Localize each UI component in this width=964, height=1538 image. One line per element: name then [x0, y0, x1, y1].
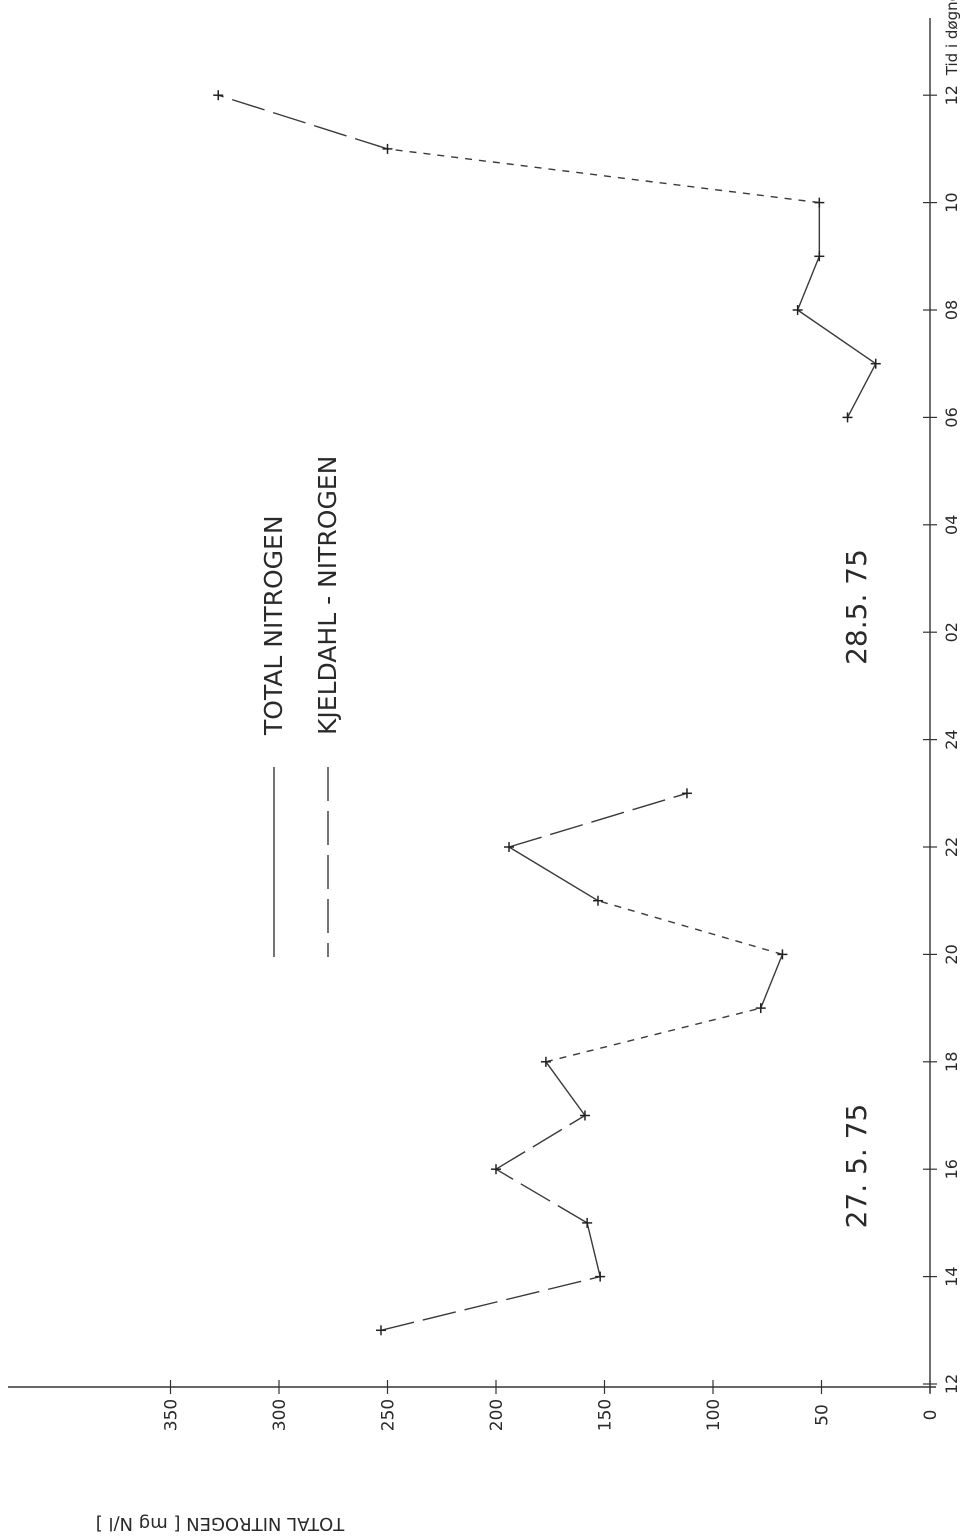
series-segment: [495, 1114, 586, 1170]
series-segment: [508, 792, 688, 848]
series-segment: [846, 363, 877, 418]
series-segment: [760, 954, 784, 1009]
data-point: [595, 1271, 606, 1282]
data-point: [213, 90, 224, 101]
x-tick-label: 02: [942, 622, 961, 642]
series-segment: [597, 900, 783, 956]
series-segment: [545, 1007, 761, 1063]
x-tick-label: 22: [942, 837, 961, 857]
data-point: [842, 412, 853, 423]
x-tick-label: 08: [942, 300, 961, 320]
series-group: [213, 90, 881, 1336]
y-tick-label: 0: [921, 1410, 941, 1421]
x-tick-label: 12: [942, 85, 961, 105]
data-point: [375, 1325, 386, 1336]
series-segment: [797, 309, 877, 365]
y-tick-label: 300: [270, 1399, 290, 1431]
series-segment: [508, 846, 599, 902]
axes: 0 50 100 150 200 250 300 350 12 14 16 18 20 22 24 02 04 0…: [8, 18, 961, 1431]
data-point: [382, 143, 393, 154]
series-segment: [380, 1275, 601, 1331]
y-axis-title: TOTAL NITROGEN [ mg N/l ]: [96, 1513, 345, 1534]
data-point: [582, 1217, 593, 1228]
series-segment: [796, 256, 820, 311]
data-point: [792, 305, 803, 315]
legend-label: TOTAL NITROGEN: [259, 515, 288, 736]
x-tick-label: 14: [942, 1266, 961, 1286]
x-tick-label: 10: [942, 192, 961, 212]
y-tick-label: 250: [379, 1399, 399, 1431]
series-segment: [387, 148, 820, 204]
y-tick-label: 200: [487, 1399, 507, 1431]
y-tick-label: 100: [704, 1399, 724, 1431]
x-tick-label: 20: [942, 944, 961, 964]
x-tick-label: 18: [942, 1052, 961, 1072]
data-point: [504, 842, 515, 852]
x-tick-label: 12: [942, 1374, 961, 1394]
data-point: [681, 788, 692, 799]
series-segment: [495, 1168, 588, 1224]
data-point: [579, 1110, 590, 1121]
data-point: [814, 251, 825, 262]
labels-group: Tid i døgnet TOTAL NITROGEN [ mg N/l ] 27.…: [96, 0, 961, 1534]
date-label: 27. 5. 75: [840, 1104, 873, 1229]
data-point: [870, 358, 881, 369]
y-tick-label: 50: [813, 1404, 833, 1426]
series-segment: [586, 1222, 601, 1277]
data-point: [814, 197, 825, 208]
date-label: 28.5. 75: [840, 549, 873, 665]
series-segment: [218, 94, 388, 150]
x-tick-label: 16: [942, 1159, 961, 1179]
series-segment: [545, 1061, 586, 1116]
data-point: [540, 1056, 551, 1067]
legend-label: KJELDAHL - NITROGEN: [313, 456, 342, 735]
y-tick-label: 350: [162, 1399, 182, 1431]
y-tick-label: 150: [596, 1399, 616, 1431]
data-point: [491, 1164, 501, 1175]
x-tick-label: 04: [942, 515, 961, 535]
x-tick-label: 06: [942, 407, 961, 427]
x-axis-end-label: Tid i døgnet: [943, 0, 961, 76]
x-tick-label: 24: [942, 729, 961, 749]
data-point: [592, 895, 603, 906]
data-point: [755, 1003, 766, 1014]
data-point: [777, 949, 788, 960]
